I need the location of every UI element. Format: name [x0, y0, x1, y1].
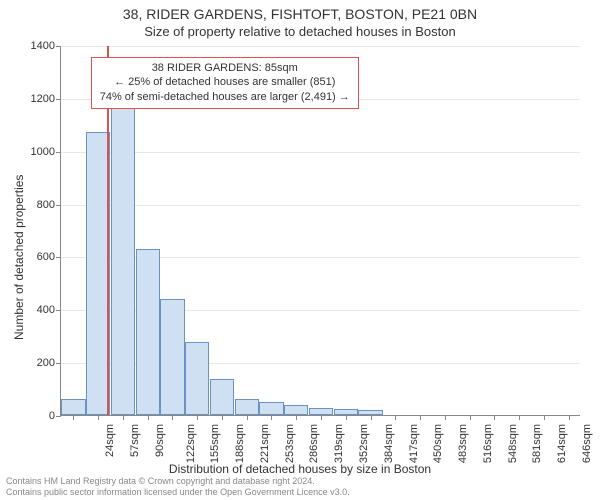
x-tick-mark: [395, 415, 396, 420]
x-tick-mark: [73, 415, 74, 420]
x-axis-label: Distribution of detached houses by size …: [0, 462, 600, 476]
x-tick-mark: [420, 415, 421, 420]
y-tick-label: 400: [5, 304, 55, 316]
y-tick-mark: [56, 363, 61, 364]
y-tick-mark: [56, 99, 61, 100]
histogram-bar: [136, 249, 160, 416]
annotation-line: 74% of semi-detached houses are larger (…: [100, 90, 350, 105]
x-tick-mark: [519, 415, 520, 420]
footer-line-1: Contains HM Land Registry data © Crown c…: [6, 476, 350, 487]
x-tick-mark: [98, 415, 99, 420]
x-tick-mark: [123, 415, 124, 420]
x-tick-label: 221sqm: [259, 424, 271, 463]
histogram-bar: [61, 399, 85, 415]
y-tick-label: 0: [5, 410, 55, 422]
footer-line-2: Contains public sector information licen…: [6, 487, 350, 498]
histogram-bar: [309, 408, 333, 415]
y-tick-label: 800: [5, 199, 55, 211]
y-tick-mark: [56, 416, 61, 417]
x-tick-label: 384sqm: [383, 424, 395, 463]
histogram-bar: [185, 342, 209, 415]
x-tick-label: 253sqm: [284, 424, 296, 463]
x-tick-label: 57sqm: [129, 424, 141, 457]
x-tick-label: 548sqm: [507, 424, 519, 463]
histogram-bar: [284, 405, 308, 415]
annotation-line: ← 25% of detached houses are smaller (85…: [100, 75, 350, 90]
x-tick-label: 352sqm: [358, 424, 370, 463]
annotation-box: 38 RIDER GARDENS: 85sqm← 25% of detached…: [91, 57, 359, 110]
x-tick-mark: [197, 415, 198, 420]
x-tick-mark: [371, 415, 372, 420]
y-tick-mark: [56, 310, 61, 311]
y-tick-label: 1200: [5, 93, 55, 105]
x-tick-label: 581sqm: [531, 424, 543, 463]
x-tick-mark: [470, 415, 471, 420]
plot-area: 38 RIDER GARDENS: 85sqm← 25% of detached…: [60, 46, 580, 416]
y-tick-mark: [56, 46, 61, 47]
chart-title: 38, RIDER GARDENS, FISHTOFT, BOSTON, PE2…: [0, 6, 600, 22]
histogram-bar: [259, 402, 283, 415]
x-tick-mark: [445, 415, 446, 420]
x-tick-label: 24sqm: [104, 424, 116, 457]
x-tick-label: 90sqm: [154, 424, 166, 457]
x-tick-label: 646sqm: [581, 424, 593, 463]
x-tick-mark: [494, 415, 495, 420]
x-tick-mark: [271, 415, 272, 420]
x-tick-mark: [544, 415, 545, 420]
x-tick-label: 450sqm: [432, 424, 444, 463]
x-tick-label: 188sqm: [234, 424, 246, 463]
x-tick-label: 417sqm: [408, 424, 420, 463]
x-tick-mark: [296, 415, 297, 420]
x-tick-mark: [346, 415, 347, 420]
x-tick-label: 286sqm: [309, 424, 321, 463]
histogram-bar: [235, 399, 259, 415]
x-tick-label: 516sqm: [482, 424, 494, 463]
x-tick-mark: [172, 415, 173, 420]
y-tick-mark: [56, 205, 61, 206]
x-tick-mark: [247, 415, 248, 420]
histogram-bar: [111, 108, 135, 415]
x-tick-label: 122sqm: [185, 424, 197, 463]
y-tick-label: 200: [5, 357, 55, 369]
chart-subtitle: Size of property relative to detached ho…: [0, 24, 600, 39]
y-tick-label: 600: [5, 251, 55, 263]
x-tick-mark: [222, 415, 223, 420]
footer-attribution: Contains HM Land Registry data © Crown c…: [6, 476, 350, 498]
gridline: [61, 205, 580, 206]
x-tick-mark: [569, 415, 570, 420]
annotation-line: 38 RIDER GARDENS: 85sqm: [100, 61, 350, 76]
x-tick-label: 483sqm: [457, 424, 469, 463]
histogram-bar: [210, 379, 234, 415]
x-tick-label: 155sqm: [210, 424, 222, 463]
y-tick-label: 1000: [5, 146, 55, 158]
histogram-bar: [160, 299, 184, 415]
y-tick-mark: [56, 152, 61, 153]
x-tick-label: 614sqm: [556, 424, 568, 463]
x-tick-label: 319sqm: [333, 424, 345, 463]
y-tick-label: 1400: [5, 40, 55, 52]
property-size-chart: 38, RIDER GARDENS, FISHTOFT, BOSTON, PE2…: [0, 0, 600, 500]
y-tick-mark: [56, 257, 61, 258]
gridline: [61, 46, 580, 47]
x-tick-mark: [321, 415, 322, 420]
gridline: [61, 152, 580, 153]
x-tick-mark: [148, 415, 149, 420]
